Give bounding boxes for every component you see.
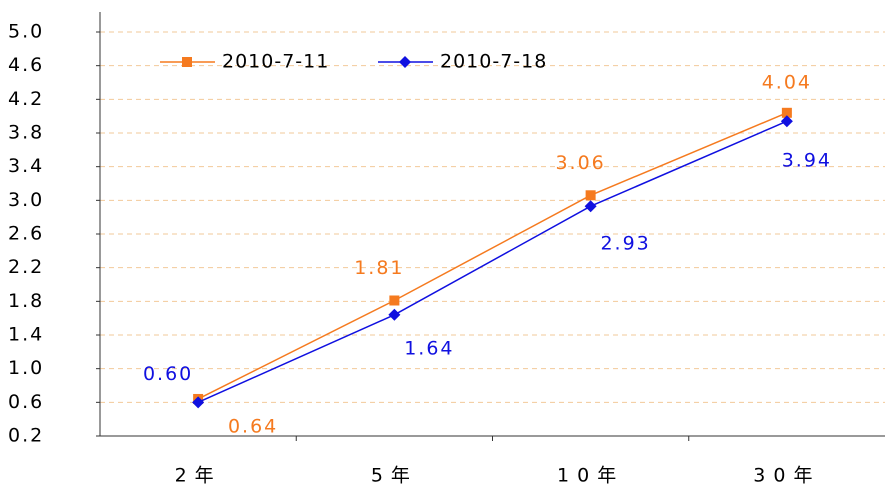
data-label: 2.93 (600, 233, 650, 255)
data-point (388, 308, 401, 321)
legend-label: 2010-7-11 (222, 51, 329, 73)
y-tick-label: 0.6 (8, 391, 44, 413)
data-point (781, 107, 792, 118)
y-tick-label: 2.2 (8, 256, 44, 278)
data-label: 3.94 (782, 150, 832, 172)
y-tick-label: 2.6 (8, 223, 44, 245)
data-label: 1.81 (354, 257, 404, 279)
series-line (197, 120, 788, 404)
data-label: 0.64 (228, 415, 278, 437)
y-tick-label: 3.4 (8, 155, 44, 177)
y-tick-label: 0.2 (8, 425, 44, 447)
legend-marker (399, 56, 411, 68)
y-tick-label: 3.8 (8, 122, 44, 144)
x-tick-label: 2年 (175, 465, 222, 487)
data-point (389, 295, 400, 306)
y-tick-label: 4.6 (8, 54, 44, 76)
x-tick-label: 30年 (753, 465, 820, 487)
x-tick-label: 5年 (371, 465, 418, 487)
legend-marker (182, 57, 192, 67)
data-label: 0.60 (143, 363, 193, 385)
y-tick-label: 4.2 (8, 88, 44, 110)
y-tick-label: 1.8 (8, 290, 44, 312)
y-tick-label: 1.0 (8, 357, 44, 379)
x-tick-label: 10年 (557, 465, 624, 487)
y-tick-label: 3.0 (8, 189, 44, 211)
data-label: 3.06 (555, 152, 605, 174)
data-point (780, 115, 793, 128)
y-tick-label: 5.0 (8, 21, 44, 43)
series-line (197, 112, 788, 400)
legend-label: 2010-7-18 (440, 51, 547, 73)
data-label: 1.64 (404, 337, 454, 359)
data-label: 4.04 (762, 71, 812, 93)
data-point (192, 396, 205, 409)
data-point (585, 190, 596, 201)
data-point (584, 200, 597, 213)
y-tick-label: 1.4 (8, 324, 44, 346)
